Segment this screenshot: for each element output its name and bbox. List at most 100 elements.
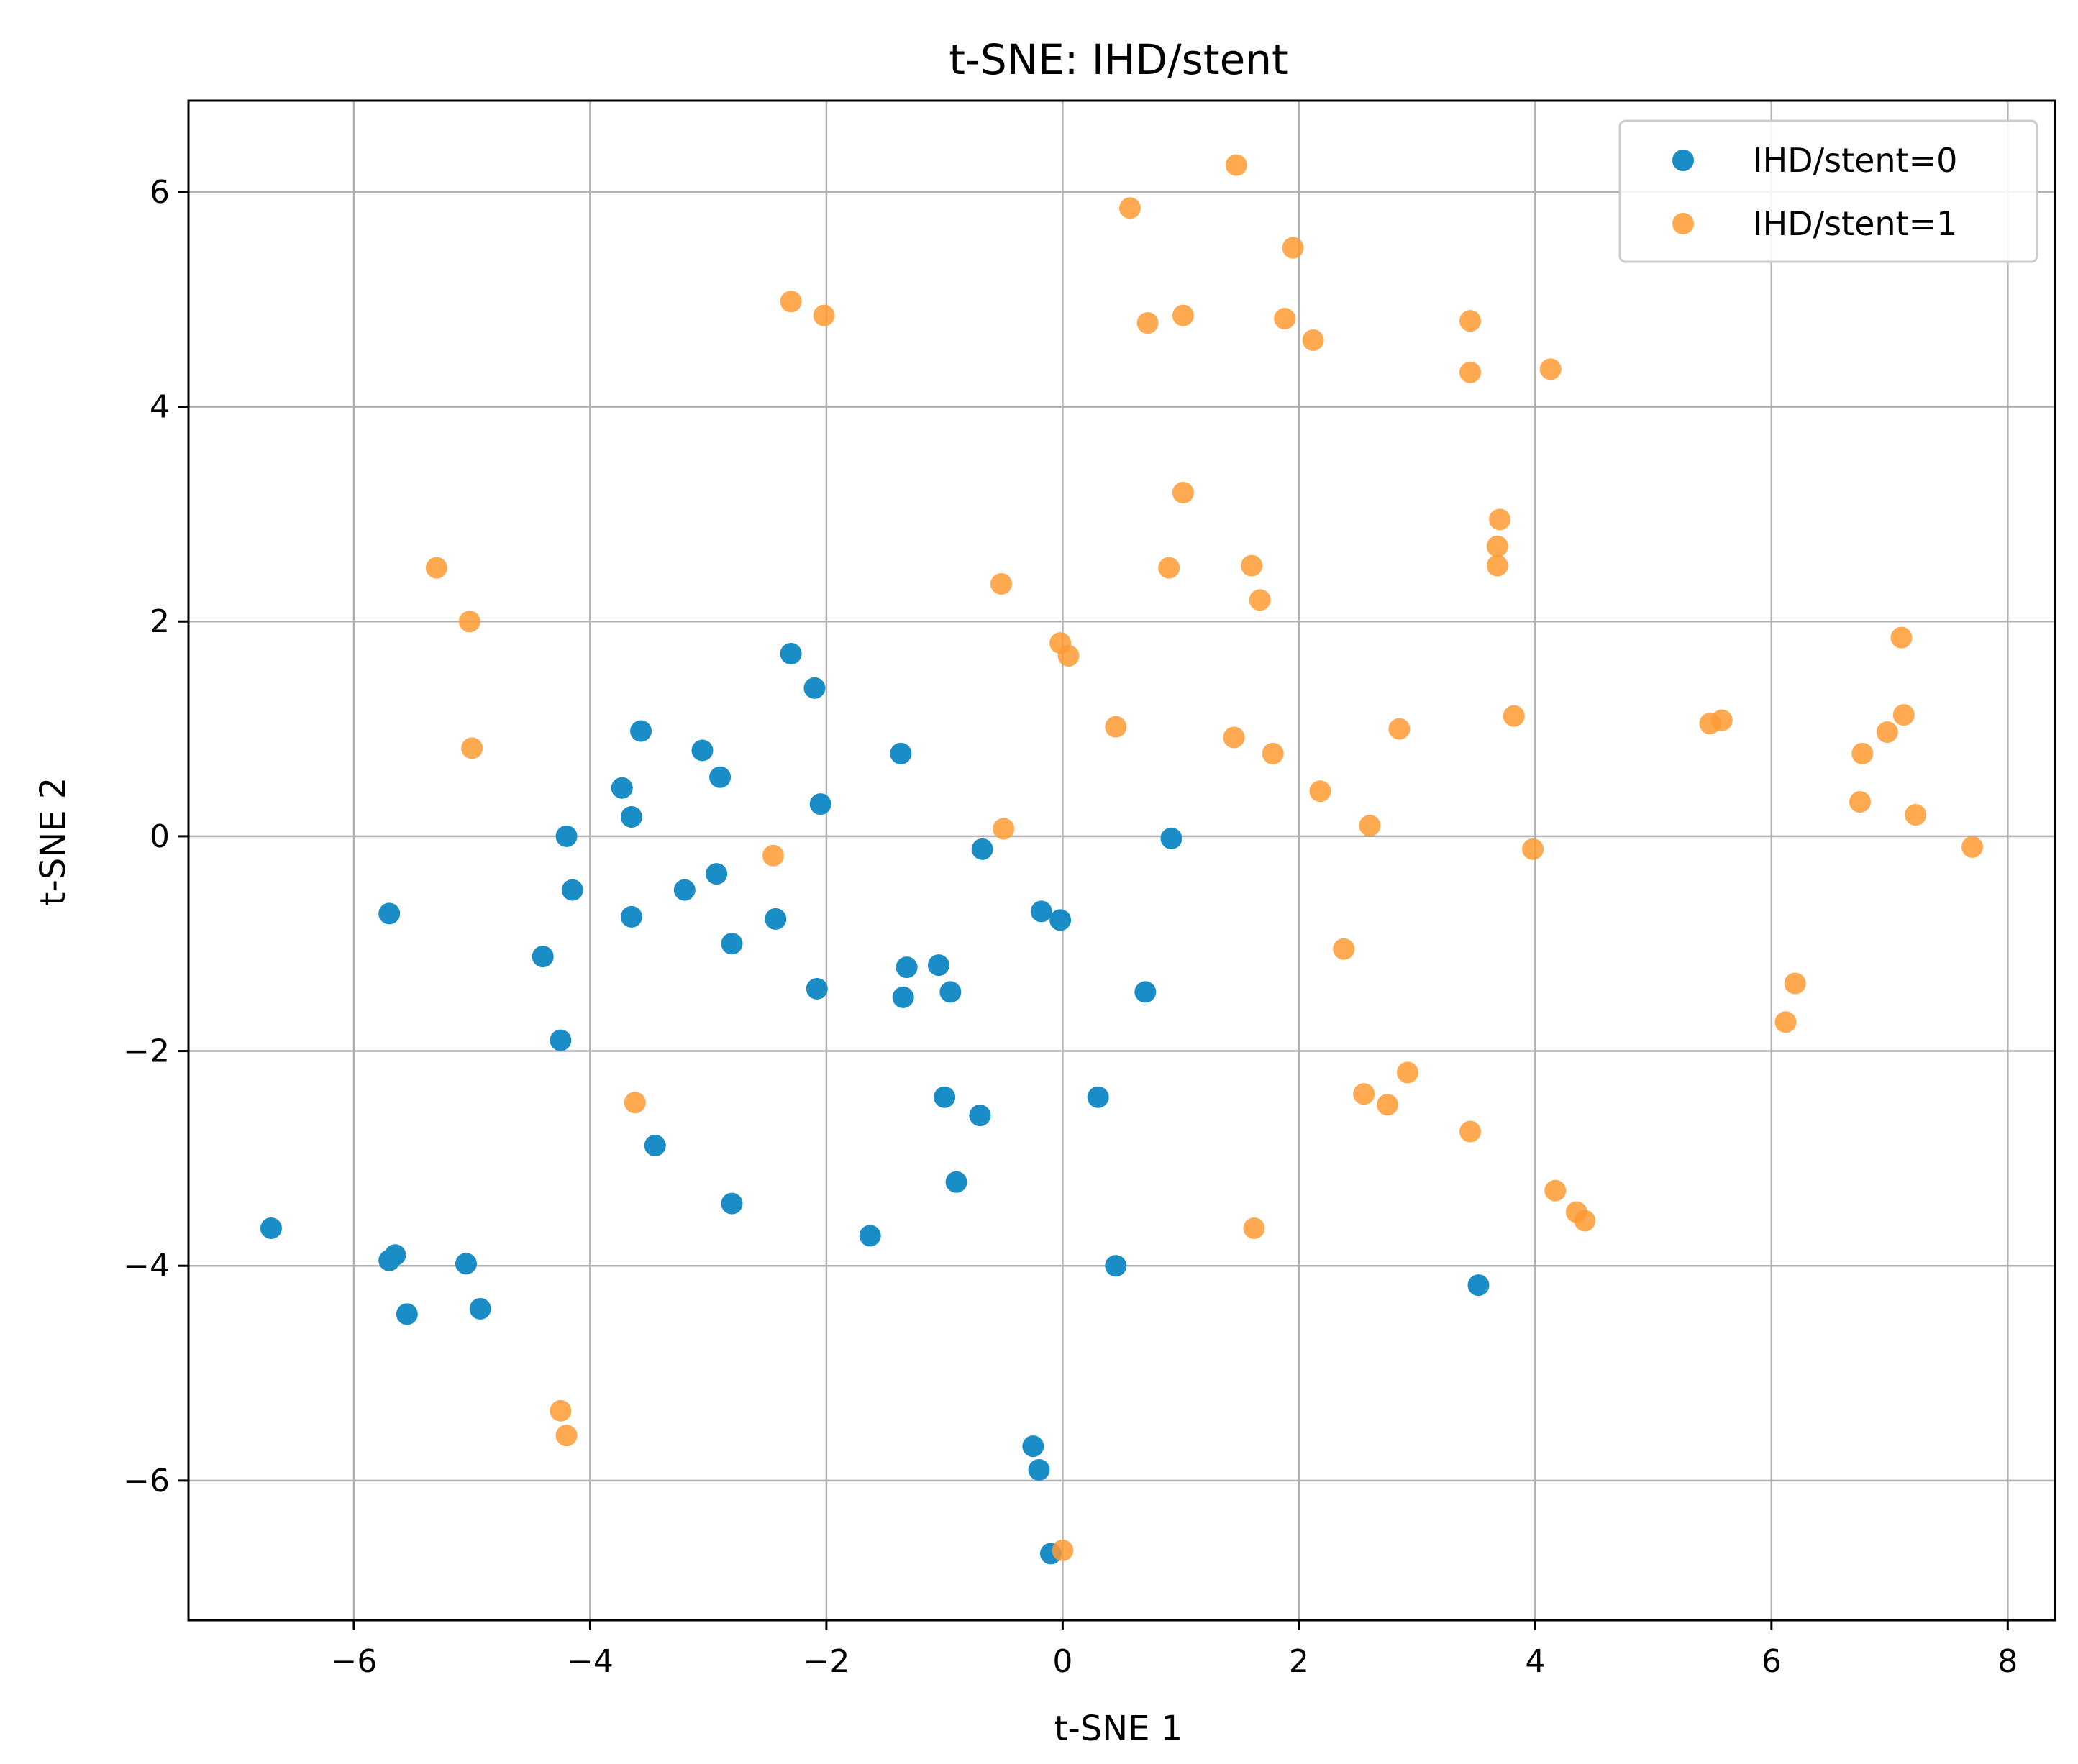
series-2-point <box>1223 726 1245 749</box>
series-2-point <box>1961 836 1984 858</box>
series-1-point <box>890 742 912 764</box>
series-2-point <box>780 291 802 313</box>
series-1-point <box>1028 1458 1050 1481</box>
series-2-point <box>1459 1120 1482 1143</box>
series-2-point <box>1105 716 1127 738</box>
series-1-point <box>939 981 962 1003</box>
series-2-point <box>1241 554 1263 577</box>
series-1-point <box>765 908 787 930</box>
series-1-point <box>630 720 652 742</box>
series-2-point <box>1353 1083 1375 1105</box>
series-1-point <box>555 825 578 847</box>
legend-marker <box>1672 150 1694 171</box>
series-2-point <box>1876 721 1898 744</box>
series-2-point <box>1522 838 1544 860</box>
series-2-point <box>990 572 1012 595</box>
y-tick-label: 0 <box>150 818 170 855</box>
series-1-point <box>1160 827 1182 849</box>
series-2-point <box>1359 814 1381 836</box>
series-2-point <box>762 844 784 867</box>
series-2-point <box>425 557 447 579</box>
series-2-point <box>1057 645 1080 667</box>
series-2-point <box>1503 705 1525 727</box>
series-1-point <box>611 777 633 799</box>
series-1-point <box>1030 900 1052 923</box>
series-1-point <box>709 766 732 788</box>
series-2-point <box>1388 718 1411 740</box>
series-2-point <box>1459 361 1482 383</box>
x-tick-label: 4 <box>1525 1643 1545 1680</box>
series-1-point <box>706 863 728 885</box>
series-2-point <box>1892 704 1915 726</box>
y-tick-label: 2 <box>150 603 170 640</box>
series-2-point <box>1172 304 1194 326</box>
series-2-point <box>1243 1217 1265 1239</box>
series-1-point <box>620 905 642 928</box>
series-2-point <box>458 611 480 633</box>
series-2-point <box>1309 780 1331 803</box>
series-1-point <box>378 902 401 925</box>
series-2-point <box>1486 535 1508 557</box>
series-2-point <box>1262 742 1284 764</box>
series-1-point <box>469 1297 491 1320</box>
series-1-point <box>691 739 714 762</box>
series-1-point <box>550 1029 572 1051</box>
series-1-point <box>620 806 642 828</box>
series-2-point <box>1118 197 1141 219</box>
x-tick-label: −4 <box>567 1643 614 1680</box>
series-1-point <box>1049 909 1072 931</box>
series-2-point <box>1052 1539 1074 1561</box>
plot-area-frame <box>187 99 2056 1622</box>
x-tick-label: −2 <box>803 1643 849 1680</box>
series-1-point <box>859 1225 881 1247</box>
series-1-point <box>896 956 918 979</box>
x-axis-label: t-SNE 1 <box>1054 1709 1183 1749</box>
series-1-point <box>927 954 949 977</box>
legend: IHD/stent=0 IHD/stent=1 <box>1618 119 2038 263</box>
series-1-point <box>780 643 802 665</box>
series-1-point <box>644 1134 666 1156</box>
axis-ticks: −6 −4 −2 0 2 4 6 8 −6 −4 −2 0 2 4 6 <box>123 174 2018 1680</box>
y-tick-label: 6 <box>150 174 170 211</box>
legend-marker <box>1672 213 1694 234</box>
series-1-point <box>455 1253 477 1275</box>
series-2-point <box>1282 237 1304 259</box>
series-2-point <box>1890 626 1913 649</box>
series-2-point <box>1851 742 1874 764</box>
legend-label: IHD/stent=0 <box>1753 141 1957 180</box>
series-1-point <box>260 1217 282 1239</box>
series-2-point <box>624 1092 646 1114</box>
y-axis-label: t-SNE 2 <box>33 777 73 906</box>
series-1-point <box>803 677 826 699</box>
series-1-point <box>673 879 696 901</box>
series-2-point <box>1849 791 1872 813</box>
series-2-point <box>1396 1061 1418 1084</box>
legend-frame <box>1618 119 2038 263</box>
series-1-point <box>1467 1274 1490 1297</box>
series-1-point <box>721 1192 743 1215</box>
series-2-point <box>993 818 1015 840</box>
series-2-point <box>1486 554 1508 577</box>
chart-title: t-SNE: IHD/stent <box>949 35 1288 84</box>
series-1-point <box>945 1171 967 1193</box>
series-2-point <box>1710 709 1733 731</box>
series-1-point <box>1134 981 1157 1003</box>
series-2-point <box>550 1399 572 1422</box>
series-2-point <box>1333 938 1355 960</box>
series-1-point <box>892 986 914 1008</box>
x-tick-label: 2 <box>1289 1643 1309 1680</box>
series-1-point <box>1022 1435 1044 1458</box>
series-2-point <box>1172 482 1194 504</box>
series-2-point <box>1136 312 1159 334</box>
y-tick-label: −2 <box>123 1033 170 1070</box>
series-2-point <box>555 1425 578 1447</box>
y-tick-label: 4 <box>150 389 170 426</box>
series-2-point <box>1302 329 1324 352</box>
series-2-point <box>461 737 483 759</box>
series-1-point <box>532 946 554 968</box>
series-2-point <box>1774 1011 1797 1033</box>
series-1-point <box>561 879 583 901</box>
series-2-point <box>1158 557 1180 579</box>
y-tick-label: −4 <box>123 1248 170 1284</box>
series-1-point <box>1105 1255 1127 1277</box>
